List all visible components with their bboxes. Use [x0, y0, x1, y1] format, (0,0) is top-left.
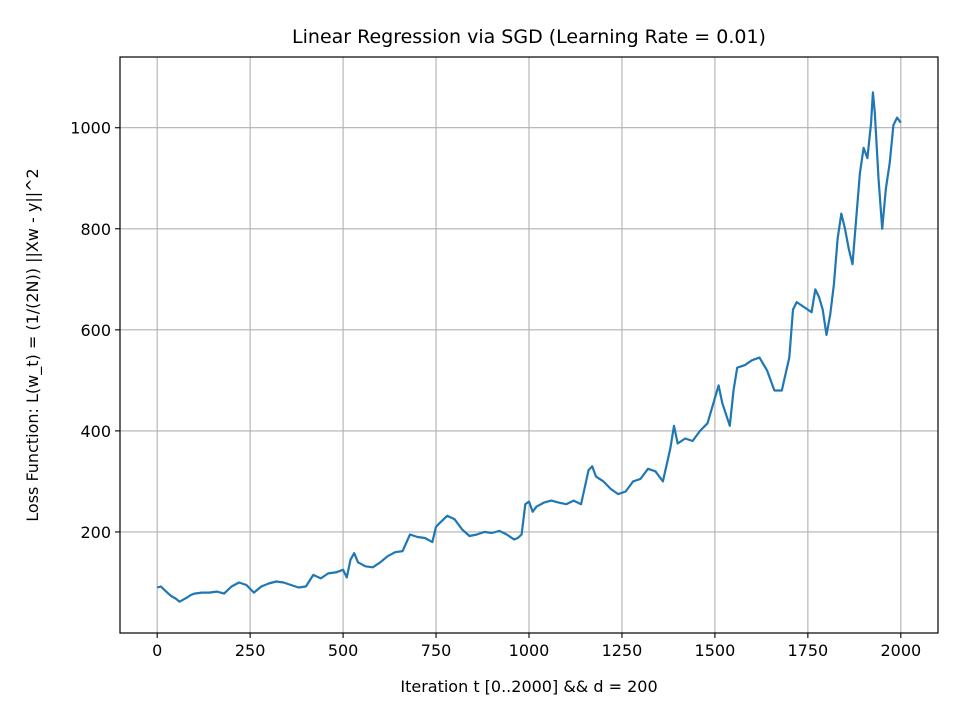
y-tick-label: 200 [80, 523, 111, 542]
y-tick-label: 400 [80, 422, 111, 441]
grid [120, 57, 938, 633]
x-tick-label: 0 [152, 641, 162, 660]
chart-title: Linear Regression via SGD (Learning Rate… [292, 26, 766, 48]
series-layer [156, 91, 902, 603]
x-tick-label: 1250 [602, 641, 643, 660]
y-tick-label: 1000 [70, 119, 111, 138]
x-axis-title: Iteration t [0..2000] && d = 200 [400, 677, 657, 696]
y-tick-label: 600 [80, 321, 111, 340]
x-tick-label: 2000 [880, 641, 921, 660]
x-tick-label: 1500 [695, 641, 736, 660]
y-axis-title: Loss Function: L(w_t) = (1/(2N)) ||Xw - … [23, 168, 43, 521]
x-axis: 0 250 500 750 1000 1250 1500 1750 2000 [152, 633, 921, 660]
y-axis: 200 400 600 800 1000 [70, 119, 120, 542]
x-tick-label: 1750 [788, 641, 829, 660]
y-tick-label: 800 [80, 220, 111, 239]
x-tick-label: 250 [235, 641, 266, 660]
x-tick-label: 500 [328, 641, 359, 660]
x-tick-label: 1000 [509, 641, 550, 660]
series-line [156, 91, 902, 603]
x-tick-label: 750 [421, 641, 452, 660]
